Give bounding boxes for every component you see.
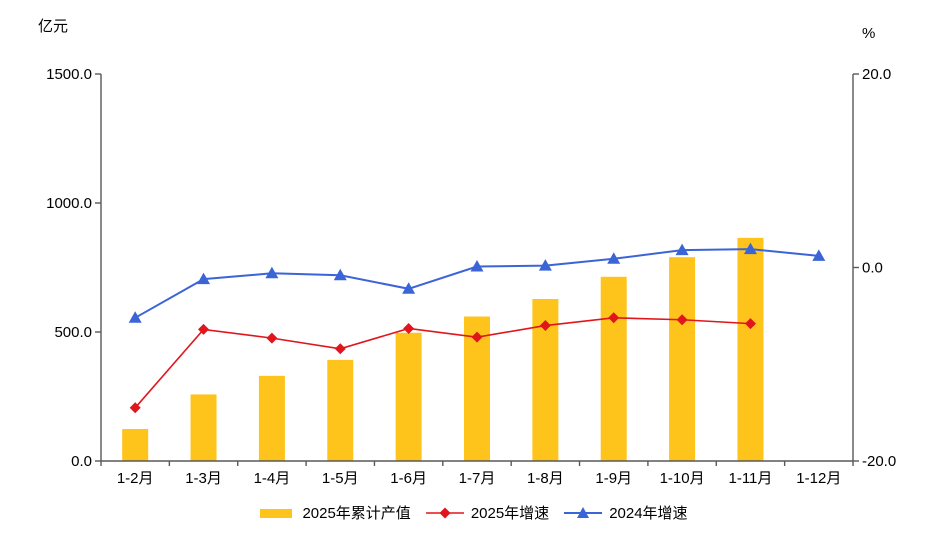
- legend-triangle-glyph: [577, 506, 590, 518]
- legend-diamond-line-swatch: [425, 507, 464, 518]
- legend-bar-swatch: [260, 508, 293, 518]
- left-axis-tick-label: 500.0: [54, 324, 92, 341]
- legend-diamond-glyph: [439, 507, 451, 518]
- diamond-marker: [129, 402, 141, 414]
- triangle-marker: [470, 260, 484, 272]
- x-axis-category-label: 1-4月: [254, 470, 291, 487]
- diamond-marker: [334, 343, 346, 355]
- triangle-marker: [265, 266, 279, 279]
- x-axis-category-label: 1-6月: [390, 470, 427, 487]
- diamond-marker: [266, 332, 278, 344]
- right-axis-tick-label: 0.0: [862, 260, 883, 277]
- diamond-marker: [744, 318, 756, 330]
- triangle-marker: [743, 242, 757, 255]
- growth-line-2024: [134, 248, 819, 319]
- triangle-marker: [333, 268, 347, 281]
- bar: [600, 276, 627, 461]
- triangle-marker: [812, 249, 826, 261]
- diamond-marker: [608, 312, 620, 324]
- x-axis-category-label: 1-9月: [595, 470, 632, 487]
- x-axis-category-label: 1-7月: [459, 470, 496, 487]
- left-axis-tick-label: 0.0: [71, 453, 92, 470]
- x-axis-category-label: 1-12月: [796, 470, 841, 487]
- x-axis-category-label: 1-3月: [185, 470, 222, 487]
- triangle-marker: [607, 252, 621, 264]
- left-axis-tick-label: 1500.0: [46, 66, 92, 83]
- legend-item-2025-growth: 2025年增速: [425, 502, 549, 523]
- x-axis-category-label: 1-5月: [322, 470, 359, 487]
- bar: [737, 237, 764, 461]
- bar: [395, 332, 422, 461]
- diamond-marker: [471, 331, 483, 343]
- legend-triangle-line-swatch: [564, 506, 603, 518]
- bar: [122, 429, 149, 461]
- x-axis-category-label: 1-11月: [728, 470, 772, 487]
- bar: [327, 359, 354, 461]
- triangle-marker: [538, 259, 552, 271]
- x-axis-category-label: 1-2月: [117, 470, 154, 487]
- legend-bar-glyph: [260, 508, 293, 518]
- legend-item-2025-output: 2025年累计产值: [256, 502, 411, 523]
- triangle-marker: [128, 311, 142, 323]
- left-axis-unit-label: 亿元: [38, 18, 69, 35]
- diamond-marker: [403, 322, 415, 334]
- right-axis-unit-label: %: [862, 25, 876, 42]
- legend-item-2024-growth: 2024年增速: [563, 502, 688, 523]
- right-axis-tick-label: -20.0: [862, 453, 896, 470]
- legend-label-2025-output: 2025年累计产值: [302, 505, 411, 522]
- bar: [669, 257, 696, 461]
- left-axis-tick-label: 1000.0: [46, 195, 92, 212]
- triangle-marker: [197, 272, 211, 285]
- right-axis-tick-label: 20.0: [862, 66, 891, 83]
- bar: [190, 394, 217, 461]
- x-axis-category-label: 1-10月: [660, 470, 705, 487]
- triangle-marker: [402, 282, 416, 294]
- growth-line-2025: [134, 317, 751, 409]
- diamond-marker: [198, 323, 210, 335]
- legend: 2025年累计产值 2025年增速 2024年增速: [0, 502, 944, 523]
- legend-label-2025-growth: 2025年增速: [470, 505, 550, 522]
- legend-label-2024-growth: 2024年增速: [609, 505, 688, 522]
- x-axis-category-label: 1-8月: [527, 470, 564, 487]
- triangle-marker: [675, 243, 689, 256]
- diamond-marker: [676, 314, 688, 326]
- diamond-marker: [539, 320, 551, 332]
- bar: [258, 375, 285, 461]
